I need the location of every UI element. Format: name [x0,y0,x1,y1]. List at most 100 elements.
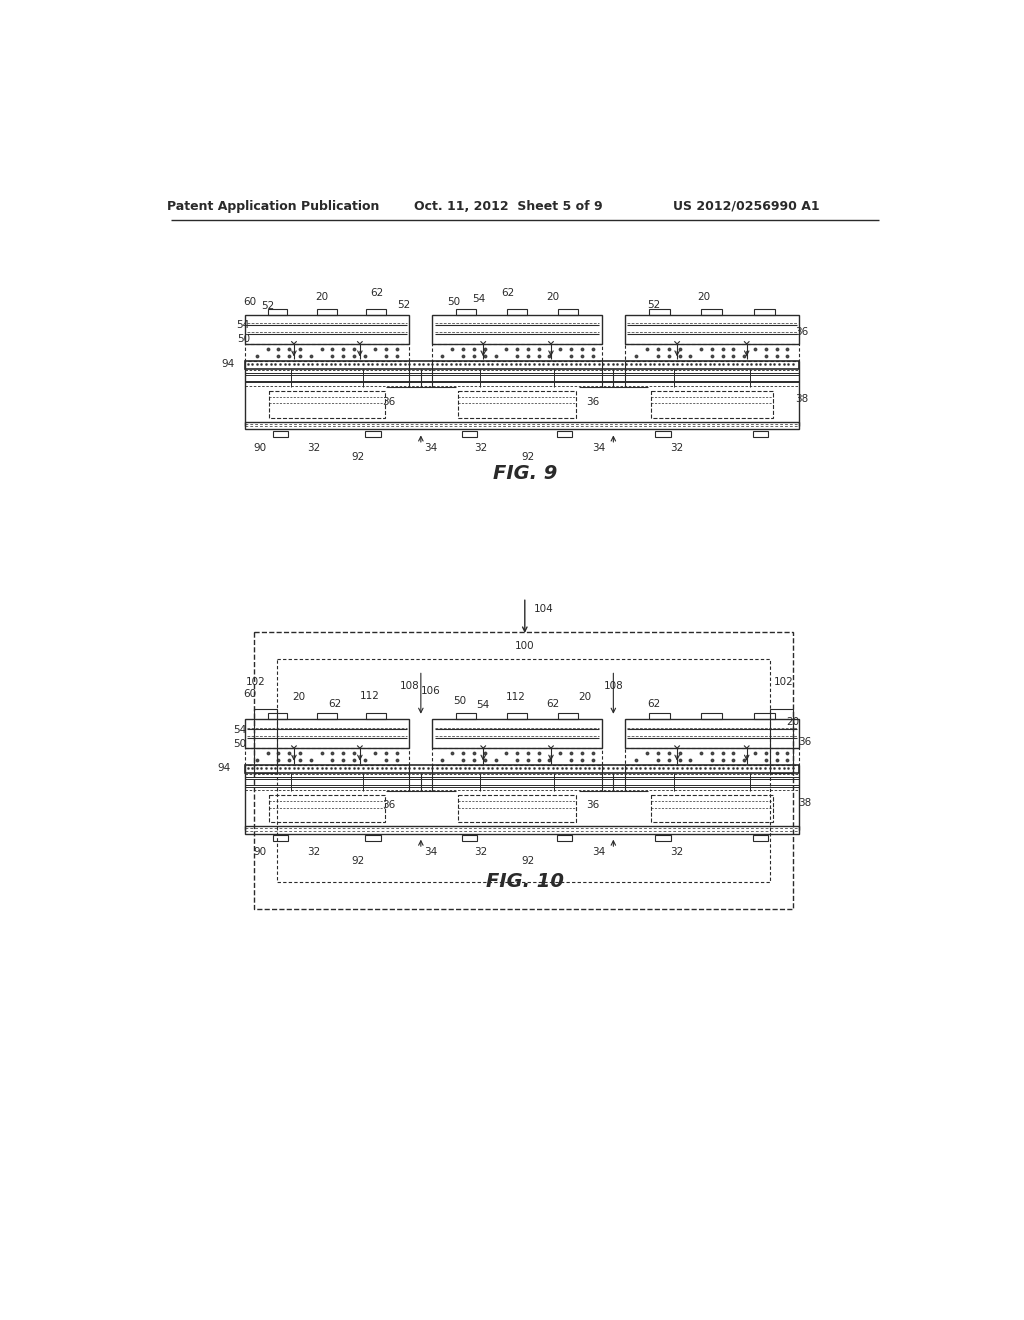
Bar [366,430,381,437]
Bar [625,719,799,748]
Text: 106: 106 [421,686,440,696]
Text: 20: 20 [315,292,328,302]
Text: 90: 90 [253,847,266,857]
Bar [432,314,602,345]
Bar [245,314,410,345]
Text: 62: 62 [647,698,660,709]
Bar [245,719,410,748]
Bar [458,795,577,822]
Bar [701,713,722,719]
Text: 62: 62 [546,698,559,709]
Bar [753,836,768,841]
Bar [701,309,722,314]
Bar [267,309,288,314]
Bar [507,309,527,314]
Bar [651,795,773,822]
Text: 20: 20 [546,292,559,302]
Bar [245,766,799,774]
Bar [558,713,579,719]
Bar [754,713,774,719]
Text: 50: 50 [454,696,467,706]
Text: 36: 36 [382,800,395,810]
Bar [317,309,337,314]
Text: 36: 36 [382,397,395,408]
Text: 94: 94 [221,359,234,370]
Text: 34: 34 [424,444,437,453]
Text: 36: 36 [796,326,809,337]
Text: 36: 36 [586,800,599,810]
Text: 92: 92 [521,857,535,866]
Text: 54: 54 [232,725,246,735]
Text: Patent Application Publication: Patent Application Publication [167,199,379,213]
Text: 104: 104 [535,603,554,614]
Text: 50: 50 [237,334,250,345]
Bar [273,836,289,841]
Bar [245,748,410,766]
Text: 100: 100 [515,640,535,651]
Text: FIG. 10: FIG. 10 [485,873,564,891]
Text: 36: 36 [586,397,599,408]
Bar [254,632,793,909]
Text: 62: 62 [328,698,341,709]
Bar [462,836,477,841]
Bar [269,391,385,418]
Text: 32: 32 [474,444,487,453]
Text: 20: 20 [579,693,592,702]
Bar [317,713,337,719]
Bar [269,795,385,822]
Bar [276,659,770,882]
Bar [245,422,799,429]
Bar [245,345,410,360]
Bar [625,314,799,345]
Bar [245,360,799,368]
Text: 34: 34 [592,444,605,453]
Text: 60: 60 [244,689,256,698]
Text: 32: 32 [307,847,321,857]
Bar [458,391,577,418]
Text: 32: 32 [474,847,487,857]
Text: 20: 20 [786,717,800,727]
Text: 20: 20 [292,693,305,702]
Text: 60: 60 [244,297,256,308]
Text: 112: 112 [506,693,525,702]
Text: 32: 32 [671,444,684,453]
Text: 36: 36 [799,737,812,747]
Bar [254,709,276,774]
Bar [655,836,671,841]
Bar [558,309,579,314]
Text: 54: 54 [472,294,485,305]
Text: 34: 34 [424,847,437,857]
Text: 112: 112 [359,690,379,701]
Bar [507,713,527,719]
Text: 92: 92 [351,857,365,866]
Text: 62: 62 [501,288,514,298]
Bar [557,836,572,841]
Text: US 2012/0256990 A1: US 2012/0256990 A1 [673,199,820,213]
Text: 54: 54 [237,321,250,330]
Bar [770,709,793,774]
Text: 32: 32 [307,444,321,453]
Text: 38: 38 [796,393,809,404]
Bar [432,345,602,360]
Bar [245,826,799,834]
Text: 38: 38 [799,797,812,808]
Text: 52: 52 [261,301,274,312]
Bar [456,713,476,719]
Text: FIG. 9: FIG. 9 [493,463,557,483]
Text: 20: 20 [697,292,711,302]
Text: 108: 108 [400,681,420,690]
Bar [649,309,670,314]
Bar [754,309,774,314]
Text: 34: 34 [592,847,605,857]
Text: 92: 92 [521,453,535,462]
Bar [625,748,799,766]
Text: 50: 50 [232,739,246,748]
Text: 92: 92 [351,453,365,462]
Text: 52: 52 [647,300,660,310]
Text: 102: 102 [246,677,266,686]
Bar [651,391,773,418]
Text: 32: 32 [671,847,684,857]
Bar [462,430,477,437]
Text: 50: 50 [447,297,461,308]
Bar [432,748,602,766]
